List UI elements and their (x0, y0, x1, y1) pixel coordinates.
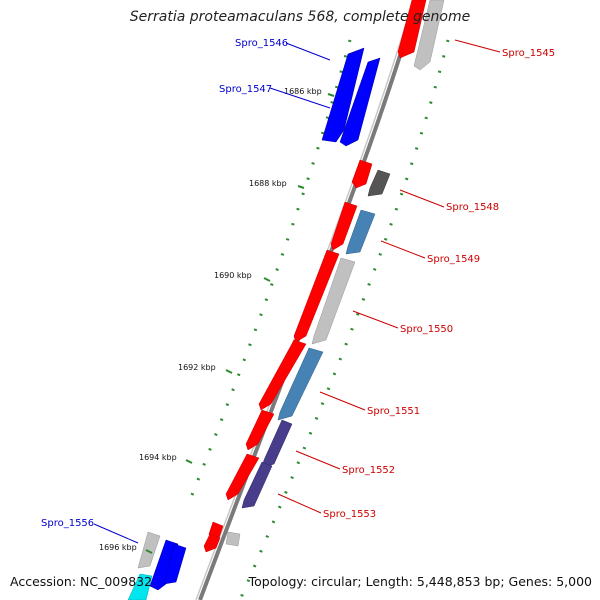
leader-spro-1556 (93, 523, 139, 544)
gene-spro-1548[interactable] (351, 159, 373, 189)
label-leaders (93, 39, 501, 544)
gene-spro-1553-fwd[interactable] (225, 453, 260, 501)
kbp-label-1692: 1692 kbp (178, 363, 216, 372)
label-spro-1553[interactable]: Spro_1553 (323, 509, 376, 520)
label-spro-1556[interactable]: Spro_1556 (41, 518, 94, 529)
gene-spro-1550[interactable] (311, 257, 356, 345)
gene-spro-1549-fwd[interactable] (330, 201, 358, 251)
gene-spro-1549[interactable] (345, 209, 376, 255)
gene-cyan[interactable] (127, 573, 153, 600)
tick-1696 (145, 549, 153, 554)
leader-spro-1552 (295, 450, 341, 470)
gene-spro-1551[interactable] (277, 347, 324, 421)
blue-gene-group (127, 47, 381, 600)
label-spro-1545[interactable]: Spro_1545 (502, 48, 555, 59)
kbp-label-1686: 1686 kbp (284, 87, 322, 96)
gene-spro-1548-rev[interactable] (367, 169, 391, 197)
gene-small-b[interactable] (203, 533, 221, 553)
label-spro-1546[interactable]: Spro_1546 (235, 38, 288, 49)
kbp-ticks (145, 93, 335, 554)
kbp-label-1688: 1688 kbp (249, 179, 287, 188)
leader-spro-1547 (269, 87, 331, 109)
gene-spro-1547[interactable] (339, 57, 381, 147)
leader-spro-1548 (399, 189, 445, 208)
label-spro-1547[interactable]: Spro_1547 (219, 84, 272, 95)
leader-spro-1550 (352, 310, 399, 329)
accession-text: Accession: NC_009832 (10, 574, 153, 589)
topology-text: Topology: circular; Length: 5,448,853 bp… (248, 574, 592, 589)
gene-spro-1545[interactable] (397, 0, 427, 59)
kbp-label-1694: 1694 kbp (139, 453, 177, 462)
gene-labels: Spro_1545 Spro_1546 Spro_1547 Spro_1548 … (41, 38, 555, 529)
tick-1694 (185, 459, 193, 464)
gene-spro-1556-gray[interactable] (137, 531, 161, 569)
gene-spro-1556-b[interactable] (163, 543, 187, 585)
genome-title: Serratia proteamaculans 568, complete ge… (129, 9, 471, 25)
gene-spro-1552-fwd[interactable] (245, 409, 275, 451)
gene-spro-1546[interactable] (321, 47, 365, 143)
gene-spro-1556[interactable] (149, 539, 179, 591)
leader-spro-1551 (319, 391, 366, 411)
label-spro-1550[interactable]: Spro_1550 (400, 324, 453, 335)
tick-1690 (263, 277, 271, 282)
label-spro-1551[interactable]: Spro_1551 (367, 406, 420, 417)
leader-spro-1546 (285, 42, 331, 61)
gene-spro-1551-fwd[interactable] (258, 339, 307, 411)
kbp-label-1696: 1696 kbp (99, 543, 137, 552)
reverse-gene-group (225, 0, 445, 547)
label-spro-1552[interactable]: Spro_1552 (342, 465, 395, 476)
gene-spro-1545-rev[interactable] (413, 0, 445, 71)
kbp-label-1690: 1690 kbp (214, 271, 252, 280)
leader-spro-1553 (277, 493, 322, 514)
leader-spro-1549 (380, 240, 426, 259)
tick-1688 (297, 185, 305, 189)
forward-gene-group (203, 0, 427, 553)
gene-spro-1553[interactable] (241, 461, 273, 509)
leader-spro-1545 (454, 39, 501, 53)
tick-1686 (327, 93, 335, 97)
label-spro-1549[interactable]: Spro_1549 (427, 254, 480, 265)
tick-1692 (225, 369, 233, 374)
gene-spro-1550-fwd[interactable] (293, 249, 340, 343)
kbp-labels: 1686 kbp 1688 kbp 1690 kbp 1692 kbp 1694… (99, 87, 322, 552)
label-spro-1548[interactable]: Spro_1548 (446, 202, 499, 213)
outer-tick-ring (188, 39, 352, 501)
gene-small-gray[interactable] (225, 531, 241, 547)
